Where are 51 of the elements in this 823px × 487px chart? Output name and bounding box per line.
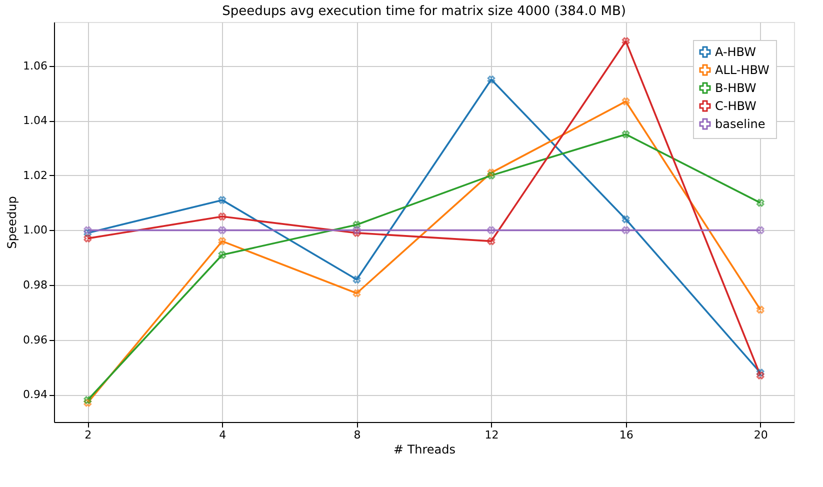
point [622,37,630,46]
point [352,220,361,229]
y-tick-label: 1.02 [23,168,48,182]
point [487,76,496,84]
legend-label: C-HBW [715,99,757,113]
legend-label: ALL-HBW [715,63,770,77]
point [622,226,630,234]
y-axis-title: Speedup [5,196,20,249]
y-tick-label: 0.96 [23,333,48,346]
point [756,368,764,377]
point [218,196,226,204]
x-tick-label: 16 [619,428,634,442]
point [84,234,92,242]
point [352,226,361,234]
point [756,306,764,314]
x-tick-label: 2 [84,428,92,442]
point [352,276,361,284]
point [756,198,764,207]
y-tick-label: 0.94 [23,388,48,402]
point [84,398,92,407]
legend-label: B-HBW [715,81,756,95]
point [218,212,226,220]
point [487,226,496,234]
point [622,130,630,138]
point [622,98,630,106]
x-tick-label: 20 [754,428,768,442]
point [756,226,764,234]
point [218,226,226,234]
x-tick-label: 12 [484,428,499,442]
legend-label: baseline [715,117,766,131]
point [756,372,764,380]
y-tick-label: 1.00 [23,224,48,237]
y-tick-label: 1.04 [23,114,48,128]
point [487,168,496,177]
point [84,229,92,237]
x-tick-label: 4 [219,428,226,442]
point [84,396,92,404]
y-tick-label: 1.06 [23,59,48,72]
point [84,226,92,234]
legend-label: A-HBW [715,45,756,59]
point [218,237,226,246]
point [487,172,496,180]
point [622,215,630,224]
point [487,237,496,246]
x-tick-label: 8 [354,428,361,442]
point [352,229,361,237]
point [352,289,361,298]
point [218,250,226,259]
y-tick-label: 0.98 [23,278,48,292]
chart-title: Speedups avg execution time for matrix size 4000 (384.0 MB) [222,4,626,19]
x-axis-title: # Threads [393,442,456,456]
